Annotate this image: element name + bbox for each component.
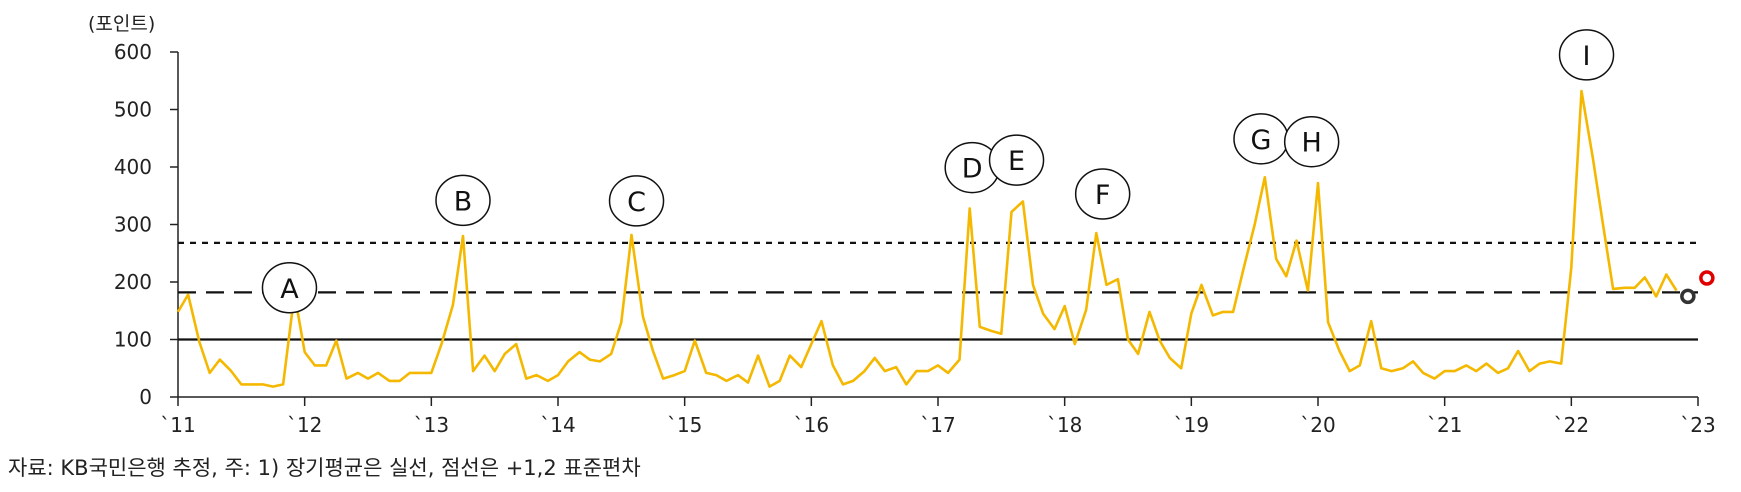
x-tick-label: `16 [794, 413, 829, 437]
annotation-circle [1074, 168, 1131, 220]
x-tick-label: `19 [1174, 413, 1209, 437]
annotation-circle [1283, 115, 1340, 168]
annotation-label: H [1302, 128, 1322, 159]
y-tick-label: 200 [114, 270, 152, 294]
x-axis: `11 `12 `13 `14 `15 `16 `17 `18 `19 `20 `21 `22 `23 [160, 396, 1716, 437]
annotation-label: G [1251, 125, 1272, 156]
y-tick-label: 400 [114, 155, 152, 179]
source-note: 자료: KB국민은행 추정, 주: 1) 장기평균은 실선, 점선은 +1,2 … [8, 456, 641, 480]
annotation-circle [435, 174, 491, 227]
x-tick-label: `22 [1554, 413, 1589, 437]
y-unit-label: (포인트) [88, 13, 155, 35]
end-marker [1699, 270, 1715, 286]
annotation-circle [1558, 29, 1615, 81]
annotation-circle [608, 175, 665, 227]
y-ticks: 0 100 200 300 400 500 600 [114, 40, 178, 409]
annotation-label: A [280, 274, 299, 305]
x-tick-label: `13 [414, 413, 449, 437]
event-annotations: A B C D E F G H I [261, 29, 1615, 314]
x-tick-label: `12 [287, 413, 322, 437]
y-tick-label: 0 [139, 385, 152, 409]
x-tick-label: `14 [540, 413, 575, 437]
annotation-circle [988, 134, 1045, 186]
x-tick-label: `11 [160, 413, 195, 437]
x-tick-label: `21 [1427, 413, 1462, 437]
annotation-label: D [962, 154, 983, 185]
y-axis: 0 100 200 300 400 500 600 [114, 40, 179, 409]
annotation-label: C [627, 187, 646, 218]
x-tick-label: `15 [667, 413, 702, 437]
x-ticks: `11 `12 `13 `14 `15 `16 `17 `18 `19 `20 `21 `22 `23 [160, 397, 1716, 437]
y-tick-label: 300 [114, 213, 152, 237]
reference-lines [178, 241, 1698, 341]
annotation-label: E [1008, 146, 1025, 177]
annotation-circle [261, 262, 318, 314]
annotation-label: B [454, 186, 473, 217]
y-tick-label: 600 [114, 40, 152, 64]
end-markers [1680, 270, 1715, 305]
annotation-label: F [1095, 180, 1111, 211]
x-tick-label: `18 [1047, 413, 1082, 437]
y-tick-label: 100 [114, 328, 152, 352]
annotation-label: I [1583, 41, 1591, 72]
y-tick-label: 500 [114, 98, 152, 122]
x-tick-label: `23 [1680, 413, 1715, 437]
x-tick-label: `20 [1300, 413, 1335, 437]
end-marker [1680, 288, 1696, 305]
series-line [176, 89, 1678, 388]
x-tick-label: `17 [920, 413, 955, 437]
